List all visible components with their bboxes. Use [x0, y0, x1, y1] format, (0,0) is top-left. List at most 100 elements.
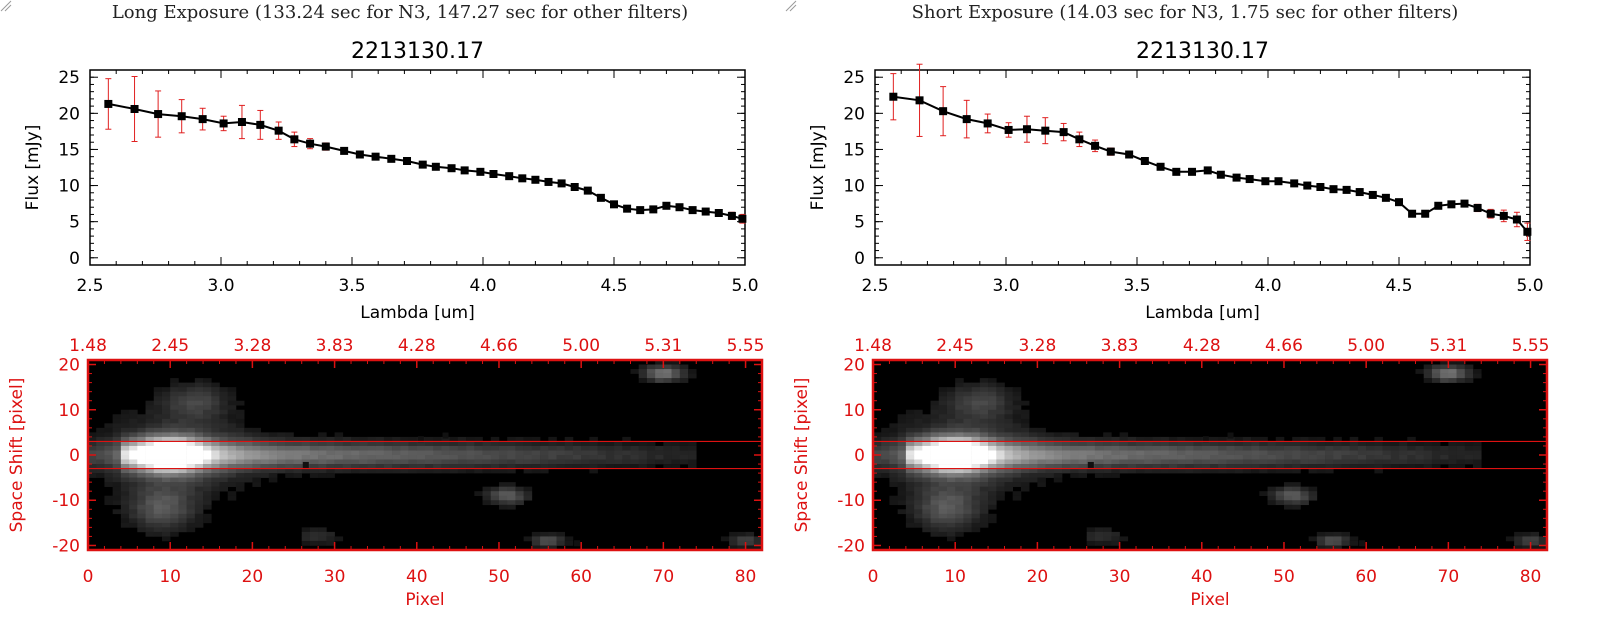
- x-tick-label: 50: [488, 567, 510, 587]
- image-pixel: [589, 464, 598, 469]
- image-pixel: [449, 459, 459, 465]
- image-pixel: [614, 445, 623, 451]
- image-pixel: [1349, 464, 1359, 469]
- image-pixel: [1152, 455, 1161, 460]
- image-pixel: [211, 491, 220, 497]
- image-pixel: [979, 473, 989, 478]
- image-pixel: [589, 436, 598, 442]
- image-pixel: [145, 418, 155, 424]
- image-pixel: [955, 396, 964, 402]
- image-pixel: [1431, 455, 1441, 460]
- image-pixel: [334, 459, 344, 465]
- image-pixel: [905, 414, 915, 420]
- image-pixel: [153, 509, 163, 515]
- image-pixel: [392, 441, 401, 447]
- image-pixel: [449, 464, 459, 469]
- image-pixel: [889, 473, 898, 478]
- image-pixel: [515, 495, 524, 501]
- image-pixel: [922, 418, 931, 424]
- image-pixel: [1078, 450, 1088, 456]
- image-pixel: [515, 464, 524, 469]
- image-pixel: [498, 455, 508, 460]
- data-point: [714, 209, 723, 217]
- image-pixel: [161, 396, 171, 402]
- image-pixel: [1062, 441, 1071, 447]
- image-pixel: [1103, 432, 1112, 438]
- resize-grip-icon[interactable]: [0, 0, 12, 12]
- image-pixel: [679, 441, 689, 447]
- image-pixel: [449, 450, 459, 456]
- image-pixel: [1407, 445, 1416, 451]
- image-pixel: [104, 473, 113, 478]
- image-pixel: [930, 500, 940, 506]
- image-pixel: [1292, 504, 1301, 510]
- image-pixel: [408, 450, 418, 456]
- image-pixel: [1341, 540, 1351, 546]
- image-pixel: [383, 468, 393, 474]
- y-axis-label: Space Shift [pixel]: [792, 378, 812, 533]
- image-pixel: [897, 482, 907, 487]
- image-pixel: [104, 477, 113, 483]
- resize-grip-icon[interactable]: [785, 0, 797, 12]
- image-pixel: [979, 400, 989, 406]
- image-pixel: [1440, 373, 1449, 379]
- image-pixel: [301, 455, 311, 460]
- image-pixel: [881, 468, 890, 474]
- image-pixel: [129, 495, 138, 501]
- image-pixel: [979, 486, 989, 492]
- image-pixel: [1308, 464, 1318, 469]
- image-pixel: [153, 495, 163, 501]
- image-pixel: [1062, 459, 1071, 465]
- image-pixel: [979, 504, 989, 510]
- data-point: [889, 92, 898, 101]
- image-pixel: [1448, 455, 1457, 460]
- image-pixel: [1283, 500, 1293, 506]
- image-pixel: [400, 450, 409, 456]
- data-point: [1303, 181, 1312, 190]
- image-pixel: [194, 445, 204, 451]
- image-pixel: [1086, 459, 1096, 465]
- image-pixel: [1053, 432, 1063, 438]
- image-pixel: [1333, 540, 1342, 546]
- image-pixel: [268, 436, 278, 442]
- image-pixel: [1382, 441, 1392, 447]
- image-pixel: [498, 491, 508, 497]
- image-pixel: [1012, 468, 1022, 474]
- data-point: [1245, 175, 1254, 184]
- image-pixel: [1020, 418, 1030, 424]
- image-pixel: [211, 464, 220, 469]
- data-point: [237, 118, 246, 126]
- image-pixel: [277, 468, 286, 474]
- image-pixel: [564, 540, 574, 546]
- image-pixel: [1357, 445, 1367, 451]
- image-pixel: [963, 396, 972, 402]
- image-pixel: [268, 450, 278, 456]
- image-pixel: [112, 423, 122, 429]
- image-pixel: [285, 450, 294, 456]
- image-pixel: [227, 387, 237, 392]
- image-pixel: [688, 455, 697, 460]
- image-pixel: [564, 536, 574, 542]
- image-pixel: [137, 513, 146, 519]
- image-pixel: [523, 436, 533, 442]
- image-pixel: [963, 414, 972, 420]
- image-pixel: [112, 450, 122, 456]
- image-pixel: [897, 432, 907, 438]
- image-pixel: [589, 459, 598, 465]
- image-pixel: [457, 464, 467, 469]
- image-pixel: [351, 445, 360, 451]
- image-pixel: [441, 468, 450, 474]
- image-pixel: [955, 427, 964, 433]
- image-pixel: [227, 455, 237, 460]
- image-pixel: [1012, 436, 1022, 442]
- image-pixel: [186, 450, 196, 456]
- image-pixel: [873, 468, 882, 474]
- image-pixel: [260, 455, 270, 460]
- image-pixel: [1152, 468, 1161, 474]
- image-pixel: [979, 423, 989, 429]
- image-pixel: [1177, 464, 1186, 469]
- image-pixel: [1119, 468, 1129, 474]
- image-pixel: [1234, 450, 1244, 456]
- image-pixel: [186, 486, 196, 492]
- image-pixel: [219, 405, 229, 411]
